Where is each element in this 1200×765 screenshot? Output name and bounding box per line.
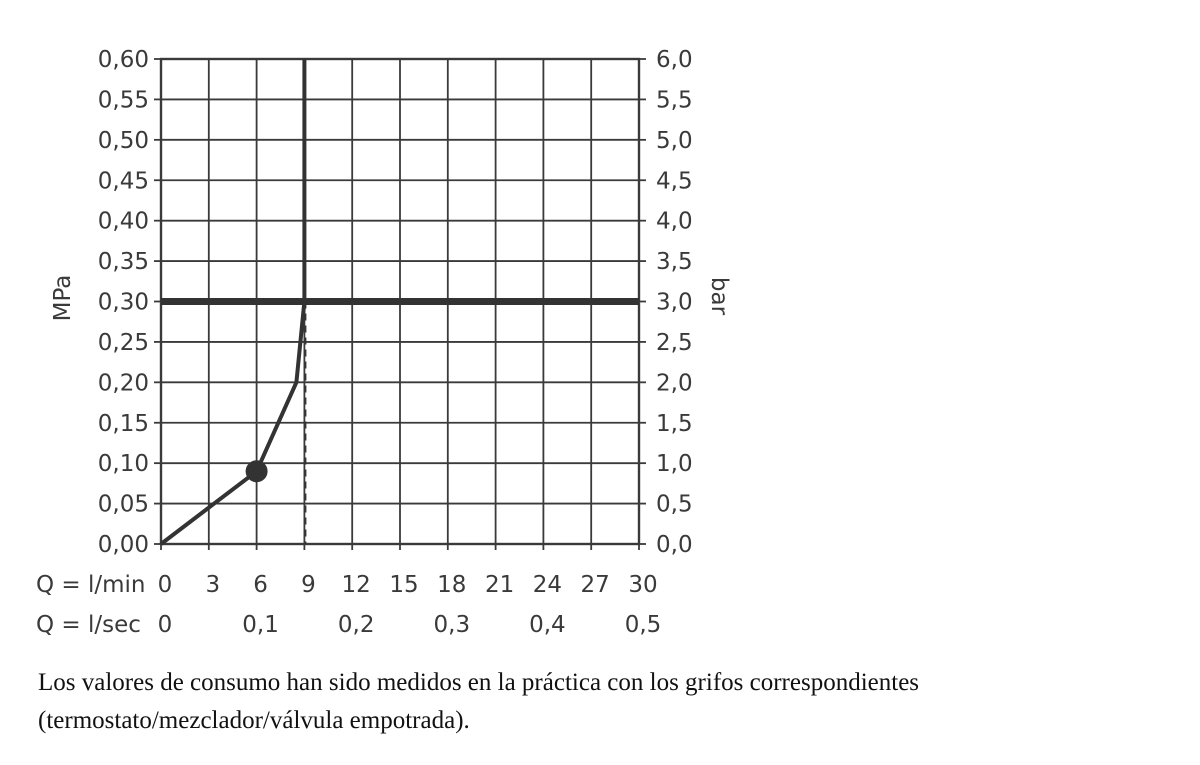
x-tick-label-lps: 0,1 (242, 612, 279, 638)
y-tick-label-mpa: 0,10 (98, 451, 149, 477)
x-tick-label-lps: 0,2 (338, 612, 375, 638)
x-tick-label-lpm: 24 (533, 572, 562, 598)
x-tick-label-lps: 0,3 (434, 612, 471, 638)
y-axis-title-bar: bar (706, 277, 732, 316)
x-tick-label-lpm: 27 (581, 572, 610, 598)
y-tick-label-bar: 5,5 (656, 87, 693, 113)
x-tick-label-lpm: 9 (301, 572, 316, 598)
y-tick-label-bar: 5,0 (656, 128, 693, 154)
y-tick-label-mpa: 0,15 (98, 411, 149, 437)
y-tick-label-bar: 3,0 (656, 290, 693, 316)
y-axis-title-mpa: MPa (50, 275, 76, 322)
x-tick-label-lpm: 18 (437, 572, 466, 598)
y-tick-label-bar: 6,0 (656, 47, 693, 73)
x-tick-label-lpm: 6 (253, 572, 268, 598)
y-tick-label-mpa: 0,35 (98, 249, 149, 275)
y-tick-label-mpa: 0,40 (98, 209, 149, 235)
x-axis-title-lps: Q = l/sec (36, 612, 141, 638)
y-tick-label-mpa: 0,45 (98, 168, 149, 194)
x-axis-title-lpm: Q = l/min (36, 572, 146, 598)
chart-caption: Los valores de consumo han sido medidos … (38, 669, 920, 734)
x-tick-label-lpm: 12 (342, 572, 371, 598)
y-tick-label-mpa: 0,30 (98, 290, 149, 316)
y-tick-label-bar: 4,5 (656, 168, 693, 194)
y-tick-label-bar: 1,0 (656, 451, 693, 477)
y-tick-label-bar: 0,5 (656, 492, 693, 518)
y-tick-label-mpa: 0,50 (98, 128, 149, 154)
reference-lines (161, 298, 639, 544)
series (159, 59, 307, 546)
x-tick-label-lpm: 0 (158, 572, 173, 598)
x-tick-label-lps: 0,5 (625, 612, 662, 638)
series-line (159, 59, 307, 546)
y-tick-label-bar: 2,0 (656, 370, 693, 396)
x-tick-label-lps: 0 (158, 612, 173, 638)
x-tick-label-lpm: 15 (389, 572, 418, 598)
y-tick-label-bar: 4,0 (656, 209, 693, 235)
x-tick-label-lpm: 21 (485, 572, 514, 598)
flow-pressure-chart: 0,000,050,100,150,200,250,300,350,400,45… (36, 47, 732, 638)
y-tick-label-mpa: 0,20 (98, 370, 149, 396)
y-tick-label-mpa: 0,60 (98, 47, 149, 73)
y-tick-label-bar: 2,5 (656, 330, 693, 356)
tick-labels: 0,000,050,100,150,200,250,300,350,400,45… (98, 47, 693, 638)
y-tick-label-mpa: 0,55 (98, 87, 149, 113)
y-tick-label-mpa: 0,25 (98, 330, 149, 356)
data-marker (245, 460, 268, 483)
y-tick-label-bar: 1,5 (656, 411, 693, 437)
y-tick-label-mpa: 0,05 (98, 492, 149, 518)
x-tick-label-lpm: 30 (628, 572, 657, 598)
x-tick-label-lpm: 3 (205, 572, 220, 598)
y-tick-label-bar: 0,0 (656, 532, 693, 558)
x-tick-label-lps: 0,4 (529, 612, 566, 638)
y-tick-label-mpa: 0,00 (98, 532, 149, 558)
y-tick-label-bar: 3,5 (656, 249, 693, 275)
